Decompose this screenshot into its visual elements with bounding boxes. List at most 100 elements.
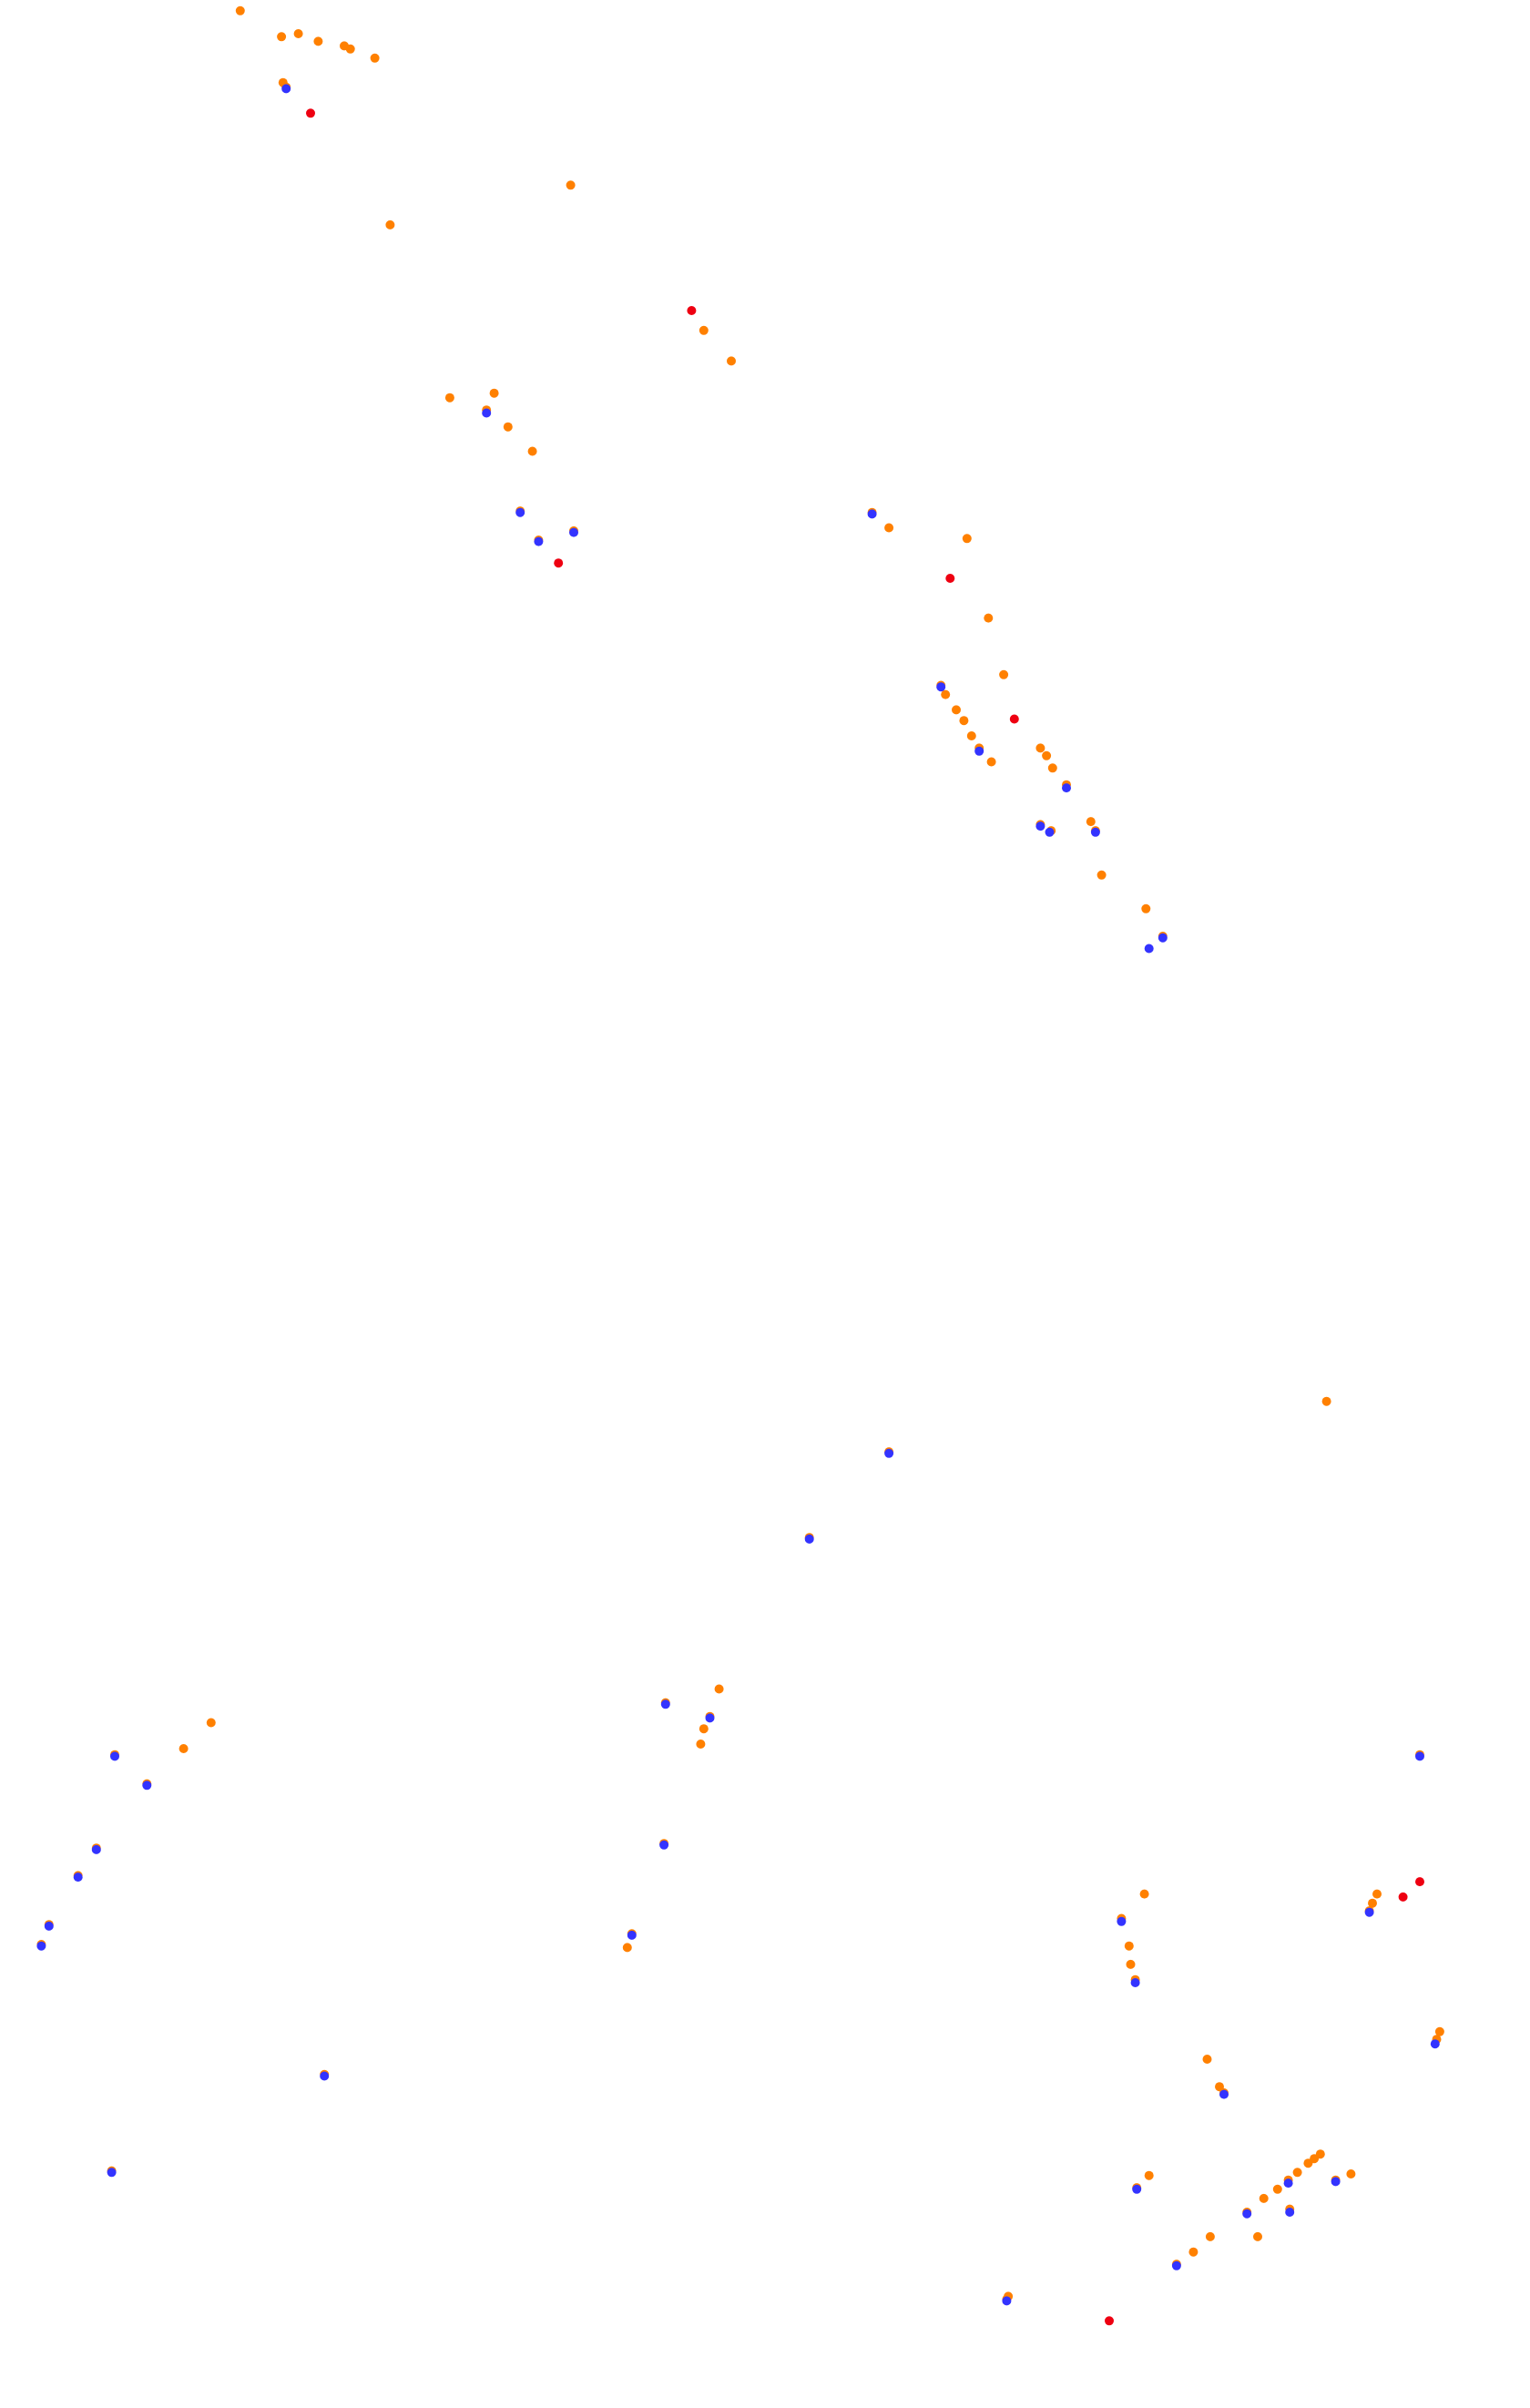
data-point-blue-33 <box>1219 2089 1229 2099</box>
data-point-blue-11 <box>1090 827 1100 837</box>
data-point-orange-29 <box>959 716 969 726</box>
data-point-blue-7 <box>974 746 984 756</box>
data-point-orange-72 <box>1368 1898 1377 1908</box>
data-point-orange-84 <box>1292 2168 1302 2178</box>
data-point-blue-2 <box>515 507 525 517</box>
data-point-orange-66 <box>1139 1889 1149 1899</box>
data-point-orange-89 <box>1253 2231 1262 2241</box>
data-point-orange-57 <box>178 1744 189 1753</box>
data-point-blue-39 <box>1171 2260 1181 2270</box>
data-point-blue-15 <box>884 1448 894 1458</box>
data-point-orange-22 <box>884 523 894 533</box>
data-point-blue-13 <box>1158 933 1168 943</box>
data-point-orange-42 <box>1141 903 1151 913</box>
data-point-orange-69 <box>1126 1959 1136 1969</box>
data-point-red-6 <box>1398 1892 1408 1902</box>
data-point-orange-68 <box>1124 1941 1134 1951</box>
data-point-orange-92 <box>1346 2169 1356 2178</box>
data-point-orange-6 <box>370 53 380 63</box>
data-point-orange-3 <box>313 36 323 46</box>
data-point-red-1 <box>687 306 697 315</box>
data-point-orange-1 <box>277 32 287 42</box>
data-point-blue-1 <box>482 408 492 418</box>
data-point-blue-0 <box>281 84 291 94</box>
data-point-orange-39 <box>1086 817 1096 827</box>
data-point-orange-9 <box>566 180 576 190</box>
data-point-blue-37 <box>1242 2209 1252 2219</box>
data-point-orange-17 <box>527 446 537 456</box>
data-point-orange-12 <box>727 356 736 366</box>
data-point-blue-6 <box>936 682 946 692</box>
data-point-blue-22 <box>142 1780 152 1791</box>
data-point-orange-32 <box>986 757 996 767</box>
data-point-blue-35 <box>1283 2178 1293 2189</box>
data-point-orange-14 <box>489 388 499 398</box>
data-point-orange-0 <box>235 5 245 15</box>
data-point-orange-87 <box>1259 2193 1269 2203</box>
data-point-blue-14 <box>804 1534 814 1544</box>
data-point-orange-24 <box>984 613 994 623</box>
data-points <box>36 5 1444 2326</box>
data-point-blue-36 <box>1285 2208 1295 2217</box>
data-point-blue-32 <box>1430 2039 1440 2049</box>
data-point-orange-76 <box>1202 2055 1212 2064</box>
data-point-orange-79 <box>1144 2170 1154 2180</box>
data-point-blue-29 <box>1117 1916 1127 1926</box>
data-point-blue-18 <box>659 1840 669 1850</box>
data-point-orange-51 <box>696 1740 706 1749</box>
data-point-blue-20 <box>1415 1751 1424 1761</box>
data-point-orange-27 <box>941 689 951 699</box>
data-point-orange-23 <box>962 534 972 544</box>
data-point-blue-31 <box>1364 1907 1374 1917</box>
data-point-blue-16 <box>660 1699 670 1709</box>
data-point-orange-35 <box>1047 763 1057 773</box>
data-point-orange-33 <box>1035 743 1046 753</box>
data-point-orange-5 <box>345 44 355 54</box>
data-point-orange-16 <box>503 422 513 432</box>
data-point-blue-23 <box>91 1844 101 1854</box>
data-point-orange-34 <box>1042 750 1052 760</box>
data-point-orange-83 <box>1303 2158 1313 2168</box>
data-point-red-2 <box>554 558 564 568</box>
data-point-blue-5 <box>867 509 877 519</box>
data-point-blue-26 <box>36 1941 46 1951</box>
data-point-blue-8 <box>1062 783 1071 793</box>
data-point-orange-30 <box>966 731 976 740</box>
data-point-blue-21 <box>110 1751 119 1761</box>
data-point-blue-28 <box>107 2168 117 2178</box>
data-point-blue-9 <box>1035 821 1046 832</box>
data-point-blue-10 <box>1045 827 1055 837</box>
data-point-orange-56 <box>206 1718 216 1728</box>
data-point-red-3 <box>945 574 955 583</box>
data-point-orange-25 <box>999 669 1009 679</box>
data-point-orange-41 <box>1096 870 1107 880</box>
data-point-red-4 <box>1009 714 1019 724</box>
data-point-blue-38 <box>1331 2177 1341 2187</box>
data-point-orange-50 <box>699 1724 709 1734</box>
data-point-blue-12 <box>1144 944 1154 954</box>
data-point-orange-54 <box>622 1943 632 1953</box>
data-point-orange-44 <box>1321 1396 1331 1406</box>
data-point-blue-19 <box>627 1930 637 1940</box>
data-point-orange-13 <box>444 393 454 403</box>
data-point-blue-25 <box>44 1921 54 1931</box>
data-point-orange-28 <box>952 705 961 715</box>
data-point-orange-93 <box>1205 2231 1215 2241</box>
data-point-orange-94 <box>1188 2247 1198 2257</box>
data-point-blue-27 <box>320 2071 330 2081</box>
data-point-orange-86 <box>1272 2184 1282 2194</box>
data-point-blue-40 <box>1002 2296 1012 2306</box>
data-point-red-0 <box>306 108 315 118</box>
data-point-blue-17 <box>705 1713 715 1723</box>
data-point-orange-10 <box>385 219 395 230</box>
data-point-blue-24 <box>73 1872 83 1883</box>
data-point-orange-11 <box>699 325 709 335</box>
data-point-orange-74 <box>1434 2026 1444 2036</box>
data-point-orange-2 <box>293 29 303 38</box>
data-point-blue-4 <box>569 527 578 537</box>
data-point-orange-71 <box>1372 1889 1382 1899</box>
data-point-red-5 <box>1415 1877 1424 1887</box>
data-point-blue-34 <box>1132 2184 1142 2194</box>
